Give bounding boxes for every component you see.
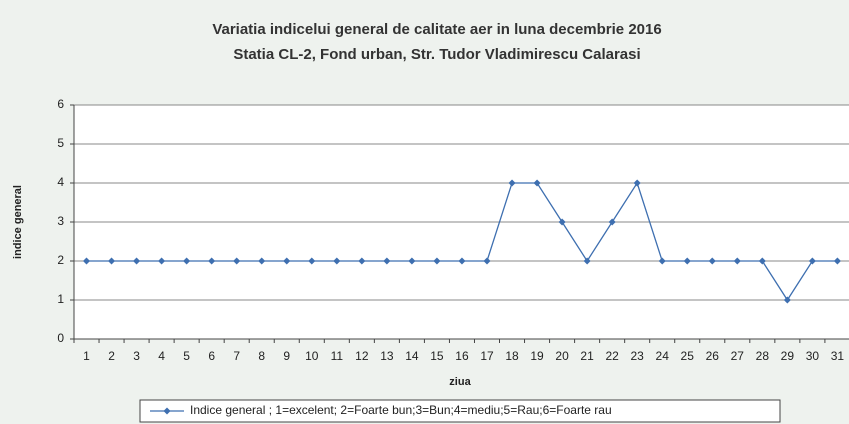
point <box>583 257 591 265</box>
y-axis-label: indice general <box>12 185 24 259</box>
legend-box <box>139 399 781 423</box>
y-tick-label: 5 <box>57 136 64 150</box>
point <box>783 296 791 304</box>
x-tick-label: 26 <box>706 349 720 363</box>
x-tick-label: 30 <box>806 349 820 363</box>
x-tick-label: 7 <box>233 349 240 363</box>
x-tick-label: 9 <box>283 349 290 363</box>
x-tick-label: 27 <box>731 349 745 363</box>
x-tick-label: 19 <box>530 349 544 363</box>
point <box>133 257 141 265</box>
y-tick-label: 1 <box>57 292 64 306</box>
y-tick-label: 4 <box>57 175 64 189</box>
point <box>233 257 241 265</box>
point <box>733 257 741 265</box>
x-tick-label: 6 <box>208 349 215 363</box>
x-tick-label: 28 <box>756 349 770 363</box>
x-tick-label: 2 <box>108 349 115 363</box>
x-tick-label: 13 <box>380 349 394 363</box>
x-tick-label: 17 <box>480 349 494 363</box>
x-tick-label: 23 <box>630 349 644 363</box>
y-tick-label: 2 <box>57 253 64 267</box>
point <box>833 257 841 265</box>
point <box>183 257 191 265</box>
point <box>483 257 491 265</box>
point <box>683 257 691 265</box>
point <box>408 257 416 265</box>
x-tick-label: 22 <box>605 349 619 363</box>
x-tick-label: 10 <box>305 349 319 363</box>
x-tick-label: 18 <box>505 349 519 363</box>
point <box>508 179 516 187</box>
point <box>158 257 166 265</box>
point <box>283 257 291 265</box>
chart-subtitle: Statia CL-2, Fond urban, Str. Tudor Vlad… <box>233 46 640 63</box>
x-axis-label: ziua <box>449 376 471 388</box>
x-tick-label: 24 <box>656 349 670 363</box>
x-tick-label: 21 <box>580 349 594 363</box>
point <box>708 257 716 265</box>
point <box>458 257 466 265</box>
point <box>558 218 566 226</box>
x-tick-label: 14 <box>405 349 419 363</box>
x-tick-label: 3 <box>133 349 140 363</box>
x-tick-label: 12 <box>355 349 369 363</box>
point <box>533 179 541 187</box>
legend-marker <box>163 407 171 415</box>
point <box>258 257 266 265</box>
point <box>358 257 366 265</box>
point <box>758 257 766 265</box>
x-tick-label: 4 <box>158 349 165 363</box>
y-tick-label: 3 <box>57 214 64 228</box>
x-tick-label: 25 <box>681 349 695 363</box>
point <box>383 257 391 265</box>
legend-label: Indice general ; 1=excelent; 2=Foarte bu… <box>190 403 612 417</box>
point <box>658 257 666 265</box>
point <box>433 257 441 265</box>
x-tick-label: 5 <box>183 349 190 363</box>
x-tick-label: 31 <box>831 349 845 363</box>
x-tick-label: 1 <box>83 349 90 363</box>
point <box>333 257 341 265</box>
x-tick-label: 16 <box>455 349 469 363</box>
point <box>83 257 91 265</box>
point <box>108 257 116 265</box>
x-tick-label: 20 <box>555 349 569 363</box>
y-tick-label: 0 <box>57 331 64 345</box>
x-tick-label: 15 <box>430 349 444 363</box>
x-tick-label: 29 <box>781 349 795 363</box>
x-tick-label: 11 <box>331 349 344 363</box>
x-tick-label: 8 <box>258 349 265 363</box>
point <box>608 218 616 226</box>
point <box>633 179 641 187</box>
chart-title: Variatia indicelui general de calitate a… <box>212 21 661 38</box>
point <box>308 257 316 265</box>
point <box>208 257 216 265</box>
point <box>808 257 816 265</box>
y-tick-label: 6 <box>57 97 64 111</box>
